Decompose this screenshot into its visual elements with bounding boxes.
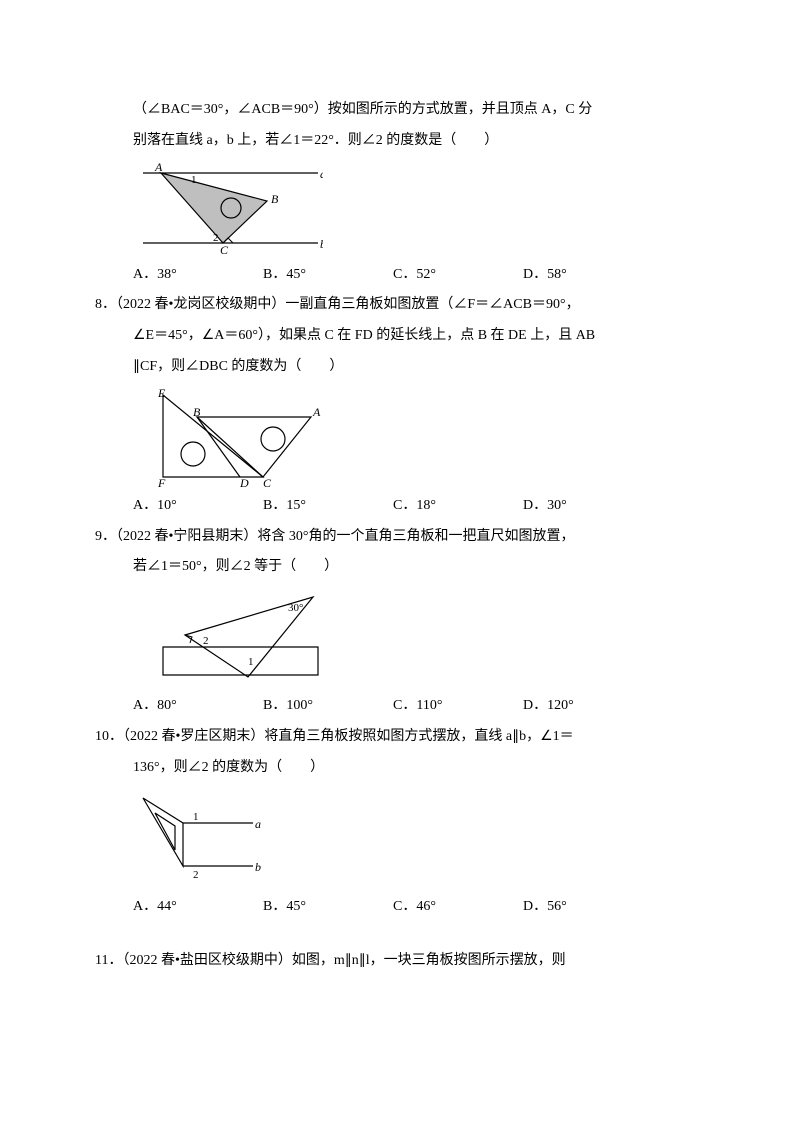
q10-options: A．44° B．45° C．46° D．56° bbox=[133, 892, 689, 923]
q9-figure: 30° 2 1 bbox=[133, 587, 689, 687]
svg-text:2: 2 bbox=[193, 869, 199, 881]
q7-cont-line2: 别落在直线 a，b 上，若∠1＝22°．则∠2 的度数是（ ） bbox=[133, 126, 689, 157]
q10-optC: C．46° bbox=[393, 892, 523, 923]
q9-optC: C．110° bbox=[393, 691, 523, 722]
svg-text:1: 1 bbox=[193, 811, 199, 823]
q8-line2: ∠E＝45°，∠A＝60°），如果点 C 在 FD 的延长线上，点 B 在 DE… bbox=[133, 321, 689, 352]
svg-text:E: E bbox=[157, 387, 166, 400]
q8-optA: A．10° bbox=[133, 491, 263, 522]
svg-text:C: C bbox=[263, 476, 272, 487]
svg-text:D: D bbox=[239, 476, 249, 487]
svg-text:b: b bbox=[320, 237, 323, 251]
svg-text:A: A bbox=[154, 161, 163, 174]
svg-text:A: A bbox=[312, 405, 321, 419]
q7-optD: D．58° bbox=[523, 260, 653, 291]
svg-text:b: b bbox=[255, 860, 261, 874]
q10-optB: B．45° bbox=[263, 892, 393, 923]
q10-line2: 136°，则∠2 的度数为（ ） bbox=[133, 753, 689, 784]
q7-cont-line1: （∠BAC＝30°，∠ACB＝90°）按如图所示的方式放置，并且顶点 A，C 分 bbox=[133, 95, 689, 126]
q9-line2: 若∠1＝50°，则∠2 等于（ ） bbox=[133, 552, 689, 583]
svg-text:C: C bbox=[220, 243, 229, 256]
svg-text:30°: 30° bbox=[288, 602, 303, 614]
svg-text:2: 2 bbox=[213, 232, 219, 244]
q10-optA: A．44° bbox=[133, 892, 263, 923]
svg-text:1: 1 bbox=[191, 174, 197, 186]
q8-optB: B．15° bbox=[263, 491, 393, 522]
svg-text:F: F bbox=[157, 476, 166, 487]
svg-text:B: B bbox=[271, 192, 279, 206]
q10-figure: a b 1 2 bbox=[133, 788, 689, 888]
svg-text:a: a bbox=[320, 167, 323, 181]
svg-text:a: a bbox=[255, 817, 261, 831]
q9-optA: A．80° bbox=[133, 691, 263, 722]
q8-optC: C．18° bbox=[393, 491, 523, 522]
svg-text:1: 1 bbox=[248, 656, 254, 668]
q9-line1: 9．（2022 春•宁阳县期末）将含 30°角的一个直角三角板和一把直尺如图放置… bbox=[95, 522, 689, 553]
q9-options: A．80° B．100° C．110° D．120° bbox=[133, 691, 689, 722]
q9-optB: B．100° bbox=[263, 691, 393, 722]
q11-line1: 11．（2022 春•盐田区校级期中）如图，m∥n∥l，一块三角板按图所示摆放，… bbox=[95, 946, 689, 977]
q7-optC: C．52° bbox=[393, 260, 523, 291]
q9-optD: D．120° bbox=[523, 691, 653, 722]
q7-options: A．38° B．45° C．52° D．58° bbox=[133, 260, 689, 291]
q10-optD: D．56° bbox=[523, 892, 653, 923]
svg-text:2: 2 bbox=[203, 635, 209, 647]
q8-options: A．10° B．15° C．18° D．30° bbox=[133, 491, 689, 522]
q8-line3: ∥CF，则∠DBC 的度数为（ ） bbox=[133, 352, 689, 383]
q7-optA: A．38° bbox=[133, 260, 263, 291]
q7-figure: A 1 a B 2Cb bbox=[133, 161, 689, 256]
q8-line1: 8．（2022 春•龙岗区校级期中）一副直角三角板如图放置（∠F＝∠ACB＝90… bbox=[95, 290, 689, 321]
svg-text:B: B bbox=[193, 405, 201, 419]
q7-optB: B．45° bbox=[263, 260, 393, 291]
q10-line1: 10．（2022 春•罗庄区期末）将直角三角板按照如图方式摆放，直线 a∥b，∠… bbox=[95, 722, 689, 753]
q8-figure: E B A F D C bbox=[133, 387, 689, 487]
q8-optD: D．30° bbox=[523, 491, 653, 522]
